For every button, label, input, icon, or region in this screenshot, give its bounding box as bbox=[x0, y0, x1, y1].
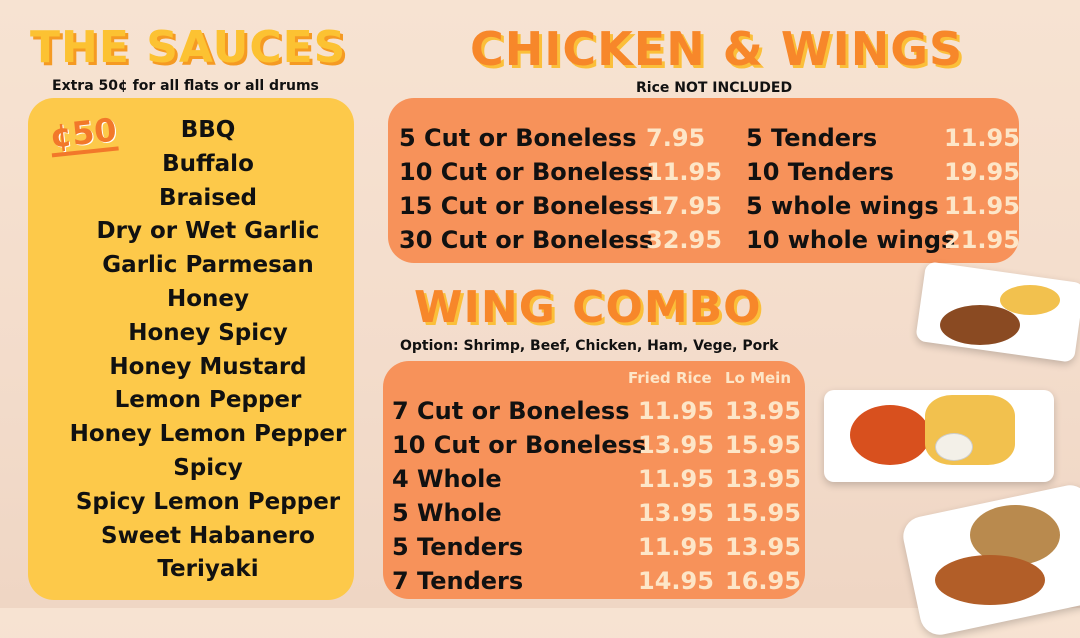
combo-price-fried-rice: 13.95 bbox=[638, 431, 714, 459]
combo-item-name: 7 Tenders bbox=[392, 567, 524, 595]
sauce-item: Teriyaki bbox=[157, 556, 259, 583]
sauce-item: Garlic Parmesan bbox=[102, 252, 314, 279]
combo-price-lo-mein: 16.95 bbox=[725, 567, 801, 595]
sauce-item: Honey Spicy bbox=[128, 319, 288, 346]
menu-item-price: 32.95 bbox=[646, 226, 722, 254]
sauces-panel: ¢50 BBQ Buffalo Braised Dry or Wet Garlic Ga… bbox=[28, 98, 354, 600]
menu-item-price: 21.95 bbox=[944, 226, 1020, 254]
menu-item-name: 15 Cut or Boneless bbox=[399, 192, 654, 220]
sauces-subtitle: Extra 50¢ for all flats or all drums bbox=[52, 78, 319, 94]
menu-item-name: 10 Tenders bbox=[746, 158, 894, 186]
sauce-item: Sweet Habanero bbox=[101, 522, 315, 549]
sauce-item: Buffalo bbox=[162, 150, 254, 177]
combo-subtitle: Option: Shrimp, Beef, Chicken, Ham, Vege… bbox=[400, 338, 779, 354]
column-fried-rice: Fried Rice bbox=[628, 369, 712, 387]
column-lo-mein: Lo Mein bbox=[725, 369, 792, 387]
combo-price-fried-rice: 11.95 bbox=[638, 397, 714, 425]
combo-item-name: 10 Cut or Boneless bbox=[392, 431, 647, 459]
menu-item-price: 11.95 bbox=[944, 124, 1020, 152]
menu-item-name: 10 Cut or Boneless bbox=[399, 158, 654, 186]
sauce-item: Honey Lemon Pepper bbox=[69, 421, 347, 448]
combo-price-lo-mein: 15.95 bbox=[725, 431, 801, 459]
sauce-item: Lemon Pepper bbox=[114, 387, 302, 414]
menu-item-price: 11.95 bbox=[944, 192, 1020, 220]
sauce-item: Honey Mustard bbox=[109, 353, 307, 380]
combo-price-lo-mein: 13.95 bbox=[725, 465, 801, 493]
sauce-item: Spicy Lemon Pepper bbox=[75, 488, 341, 515]
combo-item-name: 7 Cut or Boneless bbox=[392, 397, 630, 425]
sauce-item: Dry or Wet Garlic bbox=[96, 218, 320, 245]
menu-item-name: 30 Cut or Boneless bbox=[399, 226, 654, 254]
combo-price-fried-rice: 11.95 bbox=[638, 465, 714, 493]
sauces-title: THE SAUCES bbox=[30, 22, 347, 73]
combo-price-lo-mein: 13.95 bbox=[725, 397, 801, 425]
menu-item-name: 5 Tenders bbox=[746, 124, 878, 152]
combo-item-name: 5 Whole bbox=[392, 499, 502, 527]
combo-item-name: 4 Whole bbox=[392, 465, 502, 493]
chicken-title: CHICKEN & WINGS bbox=[470, 22, 964, 76]
menu-item-price: 17.95 bbox=[646, 192, 722, 220]
combo-price-lo-mein: 15.95 bbox=[725, 499, 801, 527]
sauce-list: BBQ Buffalo Braised Dry or Wet Garlic Garlic… bbox=[28, 114, 354, 587]
chicken-subtitle: Rice NOT INCLUDED bbox=[636, 80, 793, 96]
menu-item-name: 5 whole wings bbox=[746, 192, 939, 220]
sauce-item: Spicy bbox=[173, 454, 243, 481]
combo-price-fried-rice: 14.95 bbox=[638, 567, 714, 595]
combo-title: WING COMBO bbox=[414, 282, 762, 333]
menu-item-name: 5 Cut or Boneless bbox=[399, 124, 637, 152]
combo-price-fried-rice: 13.95 bbox=[638, 499, 714, 527]
menu-item-price: 7.95 bbox=[646, 124, 706, 152]
combo-price-lo-mein: 13.95 bbox=[725, 533, 801, 561]
menu-item-name: 10 whole wings bbox=[746, 226, 956, 254]
combo-price-fried-rice: 11.95 bbox=[638, 533, 714, 561]
combo-item-name: 5 Tenders bbox=[392, 533, 524, 561]
menu-item-price: 19.95 bbox=[944, 158, 1020, 186]
sauce-item: Honey bbox=[166, 285, 250, 312]
sauce-item: BBQ bbox=[180, 117, 236, 143]
combo-panel: Fried Rice Lo Mein 7 Cut or Boneless 11.9… bbox=[383, 361, 805, 599]
chicken-panel: 5 Cut or Boneless 7.95 10 Cut or Boneless 1… bbox=[388, 98, 1020, 263]
sauce-item: Braised bbox=[158, 184, 258, 211]
menu-item-price: 11.95 bbox=[646, 158, 722, 186]
